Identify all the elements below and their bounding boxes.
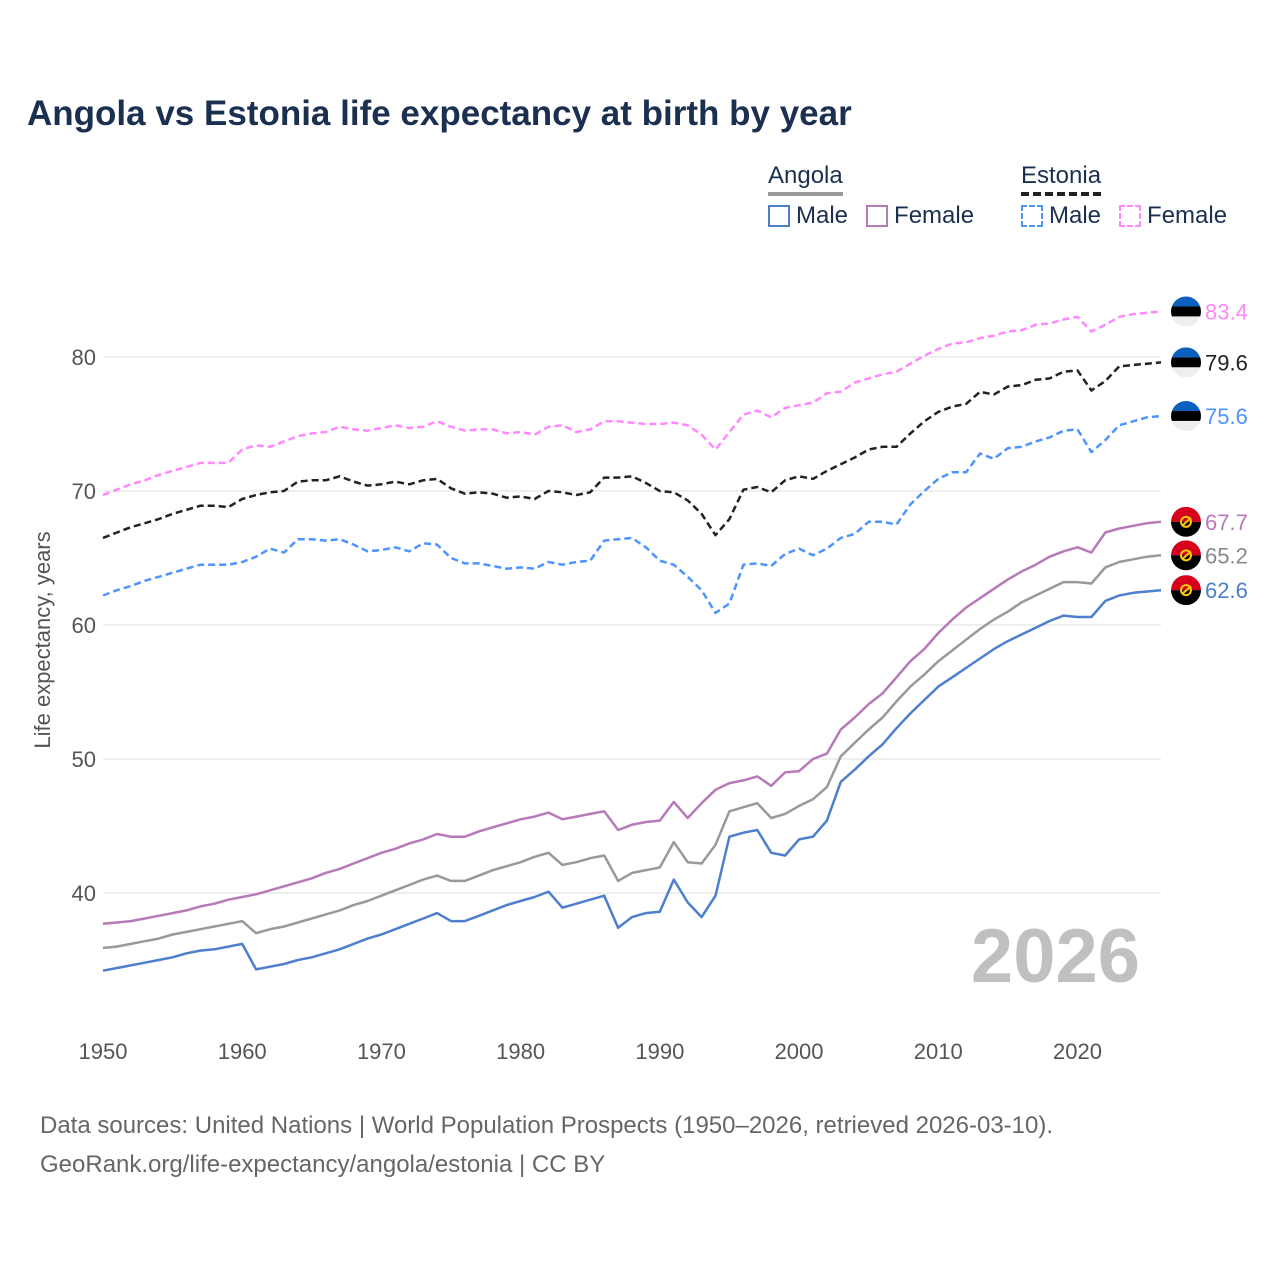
legend-estonia-male: Male [1021, 202, 1101, 230]
legend-angola: Angola Male Female [768, 162, 974, 230]
end-value-label: 79.6 [1205, 350, 1248, 375]
series-line-estonia-total [102, 361, 1162, 540]
end-value-label: 62.6 [1205, 578, 1248, 603]
end-value-label: 75.6 [1205, 404, 1248, 429]
y-tick-label: 40 [72, 881, 96, 906]
x-tick-label: 1980 [496, 1039, 545, 1064]
y-tick-label: 50 [72, 747, 96, 772]
x-tick-label: 1970 [357, 1039, 406, 1064]
y-tick-label: 80 [72, 345, 96, 370]
chart-title: Angola vs Estonia life expectancy at bir… [27, 94, 852, 133]
source-link[interactable]: GeoRank.org/life-expectancy/angola/eston… [40, 1151, 606, 1178]
end-value-label: 65.2 [1205, 543, 1248, 568]
legend-label: Female [894, 202, 975, 229]
angola-flag-icon [1171, 540, 1201, 571]
angola-flag-icon [1171, 575, 1201, 606]
series-line-estonia-female [102, 310, 1162, 497]
legend-estonia-female: Female [1119, 202, 1227, 230]
legend-angola-male: Male [768, 202, 848, 230]
end-value-label: 83.4 [1205, 299, 1248, 324]
x-tick-label: 2000 [775, 1039, 824, 1064]
legend-estonia: Estonia Male Female [1021, 162, 1227, 230]
legend-label: Male [1049, 202, 1102, 229]
estonia-flag-icon [1171, 296, 1201, 327]
legend-swatch [1021, 205, 1043, 227]
source-note: Data sources: United Nations | World Pop… [40, 1106, 1053, 1184]
legend-swatch [1119, 205, 1142, 227]
x-tick-label: 1950 [79, 1039, 128, 1064]
legend-label: Female [1147, 202, 1228, 229]
legend-angola-title: Angola [768, 162, 843, 196]
estonia-flag-icon [1171, 347, 1201, 378]
x-tick-label: 1990 [635, 1039, 684, 1064]
series-line-angola-total [102, 554, 1162, 950]
y-tick-label: 60 [72, 613, 96, 638]
series-line-angola-male [102, 588, 1162, 972]
legend-estonia-title: Estonia [1021, 162, 1102, 196]
estonia-flag-icon [1171, 400, 1201, 431]
legend-label: Male [796, 202, 849, 229]
end-value-label: 67.7 [1205, 510, 1248, 535]
x-tick-label: 1960 [218, 1039, 267, 1064]
year-watermark: 2026 [971, 914, 1140, 999]
legend-swatch [866, 205, 889, 227]
source-line: Data sources: United Nations | World Pop… [40, 1112, 1054, 1139]
y-tick-label: 70 [72, 479, 96, 504]
series-line-angola-female [102, 520, 1162, 926]
y-axis-label: Life expectancy, years [30, 531, 55, 748]
x-tick-label: 2010 [914, 1039, 963, 1064]
legend-angola-female: Female [866, 202, 974, 230]
legend-swatch [768, 205, 790, 227]
angola-flag-icon [1171, 506, 1201, 537]
x-tick-label: 2020 [1053, 1039, 1102, 1064]
